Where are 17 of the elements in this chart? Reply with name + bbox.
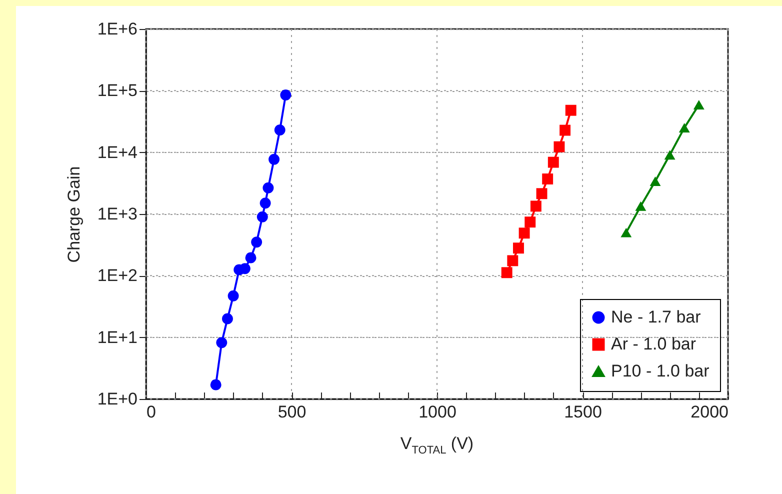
x-tick-label: 1500 bbox=[564, 402, 602, 422]
legend-label: P10 - 1.0 bar bbox=[611, 362, 710, 380]
x-tick-label: 1000 bbox=[418, 402, 456, 422]
y-tick-label: 1E+6 bbox=[97, 20, 138, 38]
x-tick-label: 0 bbox=[146, 402, 156, 422]
x-axis-title: V$_{TOTAL}$ (V) bbox=[399, 434, 475, 456]
y-tick-label: 1E+5 bbox=[97, 81, 138, 100]
y-tick-label: 1E+1 bbox=[97, 328, 138, 347]
y-tick-label: 1E+2 bbox=[97, 266, 138, 286]
legend-label: Ne - 1.7 bar bbox=[611, 308, 702, 326]
y-axis-title: Charge Gain bbox=[64, 166, 84, 263]
y-tick-label: 1E+3 bbox=[97, 204, 138, 224]
legend-label: Ar - 1.0 bar bbox=[611, 334, 696, 354]
x-tick-label: 500 bbox=[278, 402, 306, 422]
y-tick-label: 1E+4 bbox=[97, 142, 138, 162]
y-tick-label: 1E+0 bbox=[97, 390, 138, 408]
x-tick-label: 2000 bbox=[690, 402, 728, 422]
